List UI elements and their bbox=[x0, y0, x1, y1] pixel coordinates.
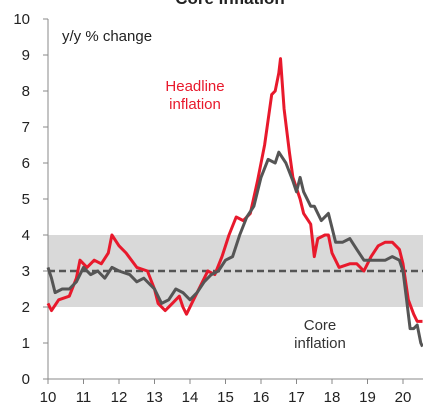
y-tick-label: 4 bbox=[22, 227, 30, 244]
x-tick-label: 16 bbox=[253, 389, 270, 406]
x-tick-label: 12 bbox=[111, 389, 128, 406]
chart-title: Core inflation bbox=[175, 0, 285, 8]
x-tick-label: 17 bbox=[288, 389, 305, 406]
x-tick-label: 11 bbox=[76, 389, 92, 406]
y-tick-label: 6 bbox=[22, 155, 30, 172]
x-tick-label: 18 bbox=[324, 389, 341, 406]
y-tick-label: 1 bbox=[22, 335, 30, 352]
y-tick-label: 9 bbox=[22, 47, 30, 64]
x-tick-label: 20 bbox=[395, 389, 412, 406]
x-tick-label: 13 bbox=[146, 389, 163, 406]
x-tick-label: 14 bbox=[182, 389, 199, 406]
series-label: Headline bbox=[165, 78, 224, 95]
series-line bbox=[46, 150, 423, 348]
y-tick-label: 7 bbox=[22, 119, 30, 136]
x-tick-label: 19 bbox=[359, 389, 376, 406]
y-tick-label: 5 bbox=[22, 191, 30, 208]
series-label: Core bbox=[304, 317, 337, 334]
y-tick-label: 8 bbox=[22, 83, 30, 100]
x-tick-label: 10 bbox=[40, 389, 57, 406]
y-tick-label: 3 bbox=[22, 263, 30, 280]
y-tick-label: 10 bbox=[13, 11, 30, 28]
series-label: inflation bbox=[294, 335, 346, 352]
y-tick-label: 0 bbox=[22, 371, 30, 388]
series-line bbox=[46, 57, 423, 323]
y-tick-label: 2 bbox=[22, 299, 30, 316]
y-axis-label: y/y % change bbox=[62, 28, 152, 45]
x-tick-label: 15 bbox=[217, 389, 234, 406]
series-label: inflation bbox=[169, 96, 221, 113]
